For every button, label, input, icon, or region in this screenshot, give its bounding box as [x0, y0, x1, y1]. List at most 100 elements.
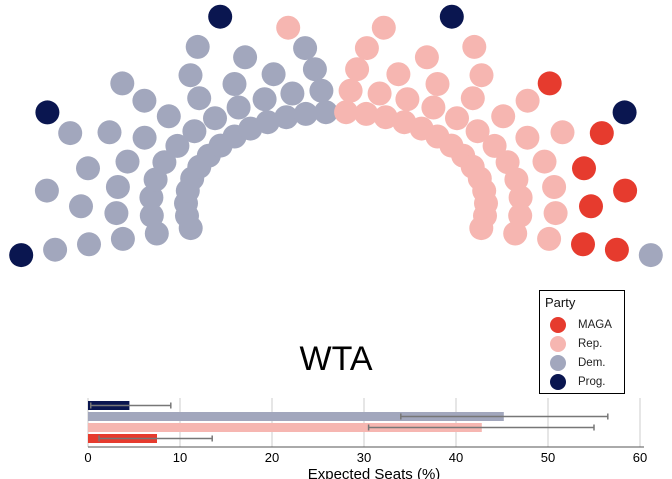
- seat-dem: [139, 203, 164, 228]
- seat-rep: [469, 63, 494, 88]
- legend-label-dem: Dem.: [578, 357, 606, 369]
- seat-rep: [414, 45, 439, 70]
- legend-label-prog: Prog.: [578, 376, 606, 388]
- seat-rep: [371, 15, 396, 40]
- seat-dem: [132, 125, 157, 150]
- seat-dem: [69, 194, 93, 219]
- seat-rep: [386, 62, 411, 87]
- seat-dem: [110, 226, 135, 251]
- chart-title: WTA: [299, 340, 373, 378]
- seat-rep: [550, 120, 575, 145]
- seat-dem: [34, 178, 59, 203]
- seat-rep: [469, 216, 494, 241]
- seat-dem: [104, 201, 129, 226]
- legend-item-rep: Rep.: [550, 334, 602, 354]
- seat-rep: [338, 78, 363, 103]
- seat-dem: [274, 105, 299, 130]
- seat-maga: [571, 232, 595, 257]
- seat-dem: [139, 185, 164, 210]
- legend-swatch-dem: [550, 355, 566, 371]
- seat-rep: [515, 88, 540, 113]
- parliament-hemicycle: [9, 4, 663, 268]
- seat-rep: [354, 36, 379, 61]
- seat-rep: [445, 106, 469, 131]
- seat-dem: [252, 87, 277, 112]
- seat-rep: [542, 175, 567, 199]
- seat-dem: [187, 86, 212, 111]
- x-tick-label: 20: [265, 450, 279, 465]
- seat-dem: [97, 120, 122, 145]
- seat-dem: [152, 150, 177, 175]
- seat-rep: [532, 149, 557, 174]
- legend-title: Party: [545, 295, 576, 310]
- seat-rep: [537, 226, 562, 251]
- seat-rep: [491, 104, 516, 129]
- bar-rep: [88, 423, 482, 432]
- seat-maga: [613, 178, 638, 203]
- seat-dem: [77, 232, 101, 257]
- seat-maga: [604, 237, 629, 262]
- seat-rep: [462, 34, 487, 59]
- seat-rep: [345, 57, 370, 82]
- seat-maga: [572, 156, 596, 181]
- seat-dem: [76, 156, 100, 181]
- seat-dem: [156, 104, 181, 129]
- seat-rep: [515, 125, 540, 150]
- legend-label-maga: MAGA: [578, 319, 612, 331]
- x-tick-label: 60: [633, 450, 647, 465]
- seat-rep: [395, 87, 420, 112]
- x-axis-label: Expected Seats (%): [308, 466, 441, 479]
- seat-dem: [313, 100, 338, 125]
- seat-prog: [35, 100, 60, 125]
- seat-rep: [460, 86, 485, 111]
- seat-rep: [504, 167, 529, 192]
- expected-seats-bar-chart: 0 10 20 30 40 50 60 Expected Seats (%): [84, 398, 647, 479]
- seat-maga: [579, 194, 603, 219]
- seat-dem: [226, 95, 251, 120]
- x-tick-label: 0: [84, 450, 91, 465]
- seat-rep: [543, 201, 568, 226]
- seat-dem: [110, 71, 135, 96]
- seat-rep: [425, 72, 450, 96]
- legend-label-rep: Rep.: [578, 338, 603, 350]
- seat-dem: [203, 106, 227, 131]
- legend: Party MAGA Rep. Dem. Prog.: [539, 290, 625, 394]
- x-tick-label: 30: [357, 450, 371, 465]
- seat-dem: [309, 78, 334, 103]
- seat-dem: [185, 34, 210, 59]
- seat-dem: [165, 133, 190, 158]
- legend-swatch-prog: [550, 374, 566, 390]
- seat-dem: [222, 72, 247, 96]
- seat-dem: [233, 45, 258, 70]
- seat-dem: [302, 57, 327, 82]
- legend-item-dem: Dem.: [550, 353, 605, 373]
- seat-rep: [508, 185, 533, 210]
- seat-dem: [58, 121, 83, 146]
- seat-dem: [293, 36, 318, 61]
- seat-dem: [261, 62, 286, 87]
- seat-rep: [334, 100, 359, 125]
- seat-dem: [132, 88, 157, 113]
- seat-prog: [9, 243, 34, 268]
- seat-prog: [612, 100, 637, 125]
- legend-item-maga: MAGA: [550, 315, 612, 335]
- x-tick-label: 10: [173, 450, 187, 465]
- legend-swatch-rep: [550, 336, 566, 352]
- seat-rep: [373, 105, 398, 130]
- seat-prog: [439, 4, 464, 29]
- seat-dem: [182, 119, 207, 144]
- seat-rep: [482, 133, 507, 158]
- seat-maga: [589, 121, 614, 146]
- seat-rep: [367, 81, 392, 106]
- seat-prog: [208, 4, 233, 29]
- seat-dem: [255, 110, 280, 135]
- seat-rep: [421, 95, 446, 120]
- seat-rep: [354, 101, 379, 126]
- seat-rep: [503, 221, 528, 246]
- seat-dem: [293, 101, 318, 126]
- seat-maga: [537, 71, 562, 96]
- seat-dem: [43, 237, 68, 262]
- seat-dem: [638, 243, 663, 268]
- seat-rep: [465, 119, 490, 144]
- seat-dem: [105, 175, 130, 199]
